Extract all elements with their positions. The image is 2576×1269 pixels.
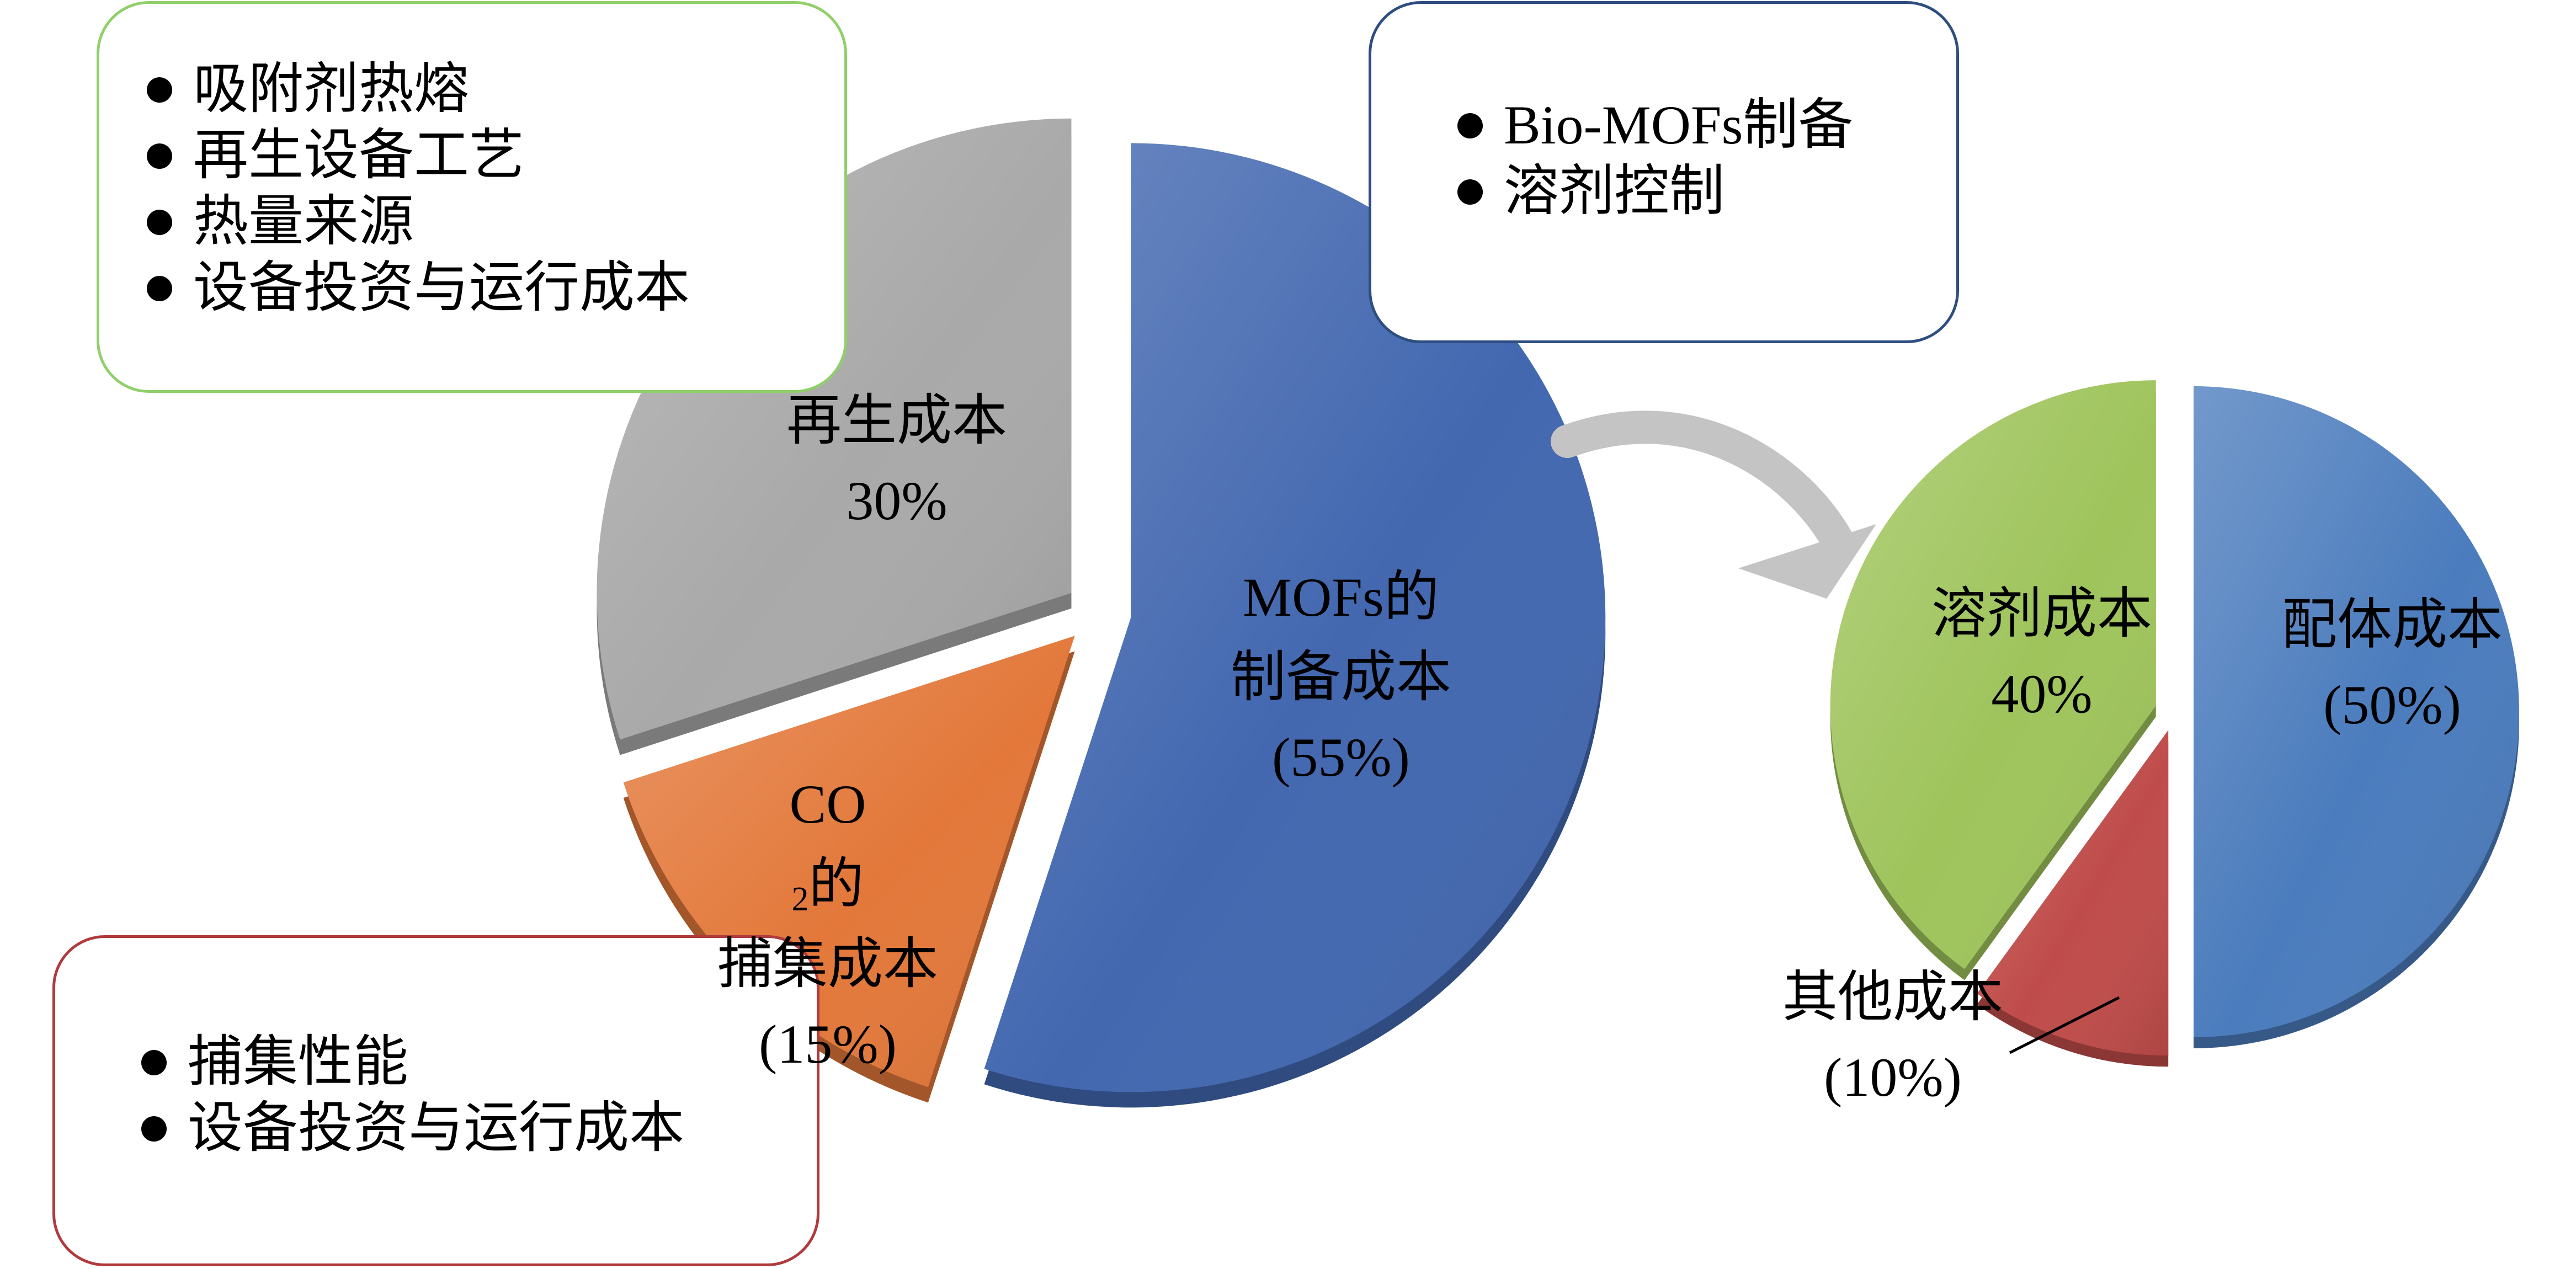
callout-regeneration: 吸附剂热熔 再生设备工艺 热量来源 设备投资与运行成本 xyxy=(97,1,847,393)
sub-pie xyxy=(1830,380,2519,1067)
slice-label-mofs: MOFs的 制备成本 (55%) xyxy=(1231,567,1451,788)
bullet-icon xyxy=(147,210,172,235)
bullet-icon xyxy=(141,1050,167,1075)
zoom-arrow-head xyxy=(1738,524,1876,599)
callout-mofs-item: 溶剂控制 xyxy=(1454,158,1956,225)
callout-regeneration-item: 设备投资与运行成本 xyxy=(143,255,844,321)
slice-label-capture: CO 2的 捕集成本 (15%) xyxy=(717,774,938,1075)
callout-regeneration-item: 再生设备工艺 xyxy=(143,122,844,189)
bullet-icon xyxy=(147,276,172,301)
bullet-icon xyxy=(147,77,172,103)
callout-capture-item: 设备投资与运行成本 xyxy=(138,1095,817,1161)
zoom-arrow xyxy=(1551,410,1876,599)
callout-capture-item: 捕集性能 xyxy=(138,1029,817,1095)
pie-slice-highlight xyxy=(597,118,1072,740)
slice-label-regeneration: 再生成本 30% xyxy=(786,390,1007,531)
pie-slice-highlight xyxy=(623,636,1075,1087)
pie-slice-highlight xyxy=(984,143,1606,1092)
bullet-icon xyxy=(1457,179,1483,205)
callout-regeneration-item: 热量来源 xyxy=(143,189,844,255)
pie-slice-highlight xyxy=(1830,380,2156,969)
slice-label-other: 其他成本 (10%) xyxy=(1782,967,2003,1108)
zoom-arrow-shaft xyxy=(1551,410,1854,557)
callout-mofs-preparation: Bio-MOFs制备 溶剂控制 xyxy=(1369,1,1959,343)
callout-regeneration-item: 吸附剂热熔 xyxy=(143,56,844,122)
callout-capture: 捕集性能 设备投资与运行成本 xyxy=(52,935,819,1266)
main-pie xyxy=(597,118,1606,1108)
slice-label-ligand: 配体成本 (50%) xyxy=(2282,594,2503,735)
bullet-icon xyxy=(1457,113,1483,138)
pie-slice-highlight xyxy=(1977,730,2169,1056)
callout-mofs-item: Bio-MOFs制备 xyxy=(1454,92,1956,158)
slice-label-solvent: 溶剂成本 40% xyxy=(1931,583,2152,724)
pie-slice-highlight xyxy=(2194,386,2519,1037)
bullet-icon xyxy=(147,143,172,169)
bullet-icon xyxy=(141,1116,167,1142)
leader-line-other-cost xyxy=(2009,996,2120,1054)
